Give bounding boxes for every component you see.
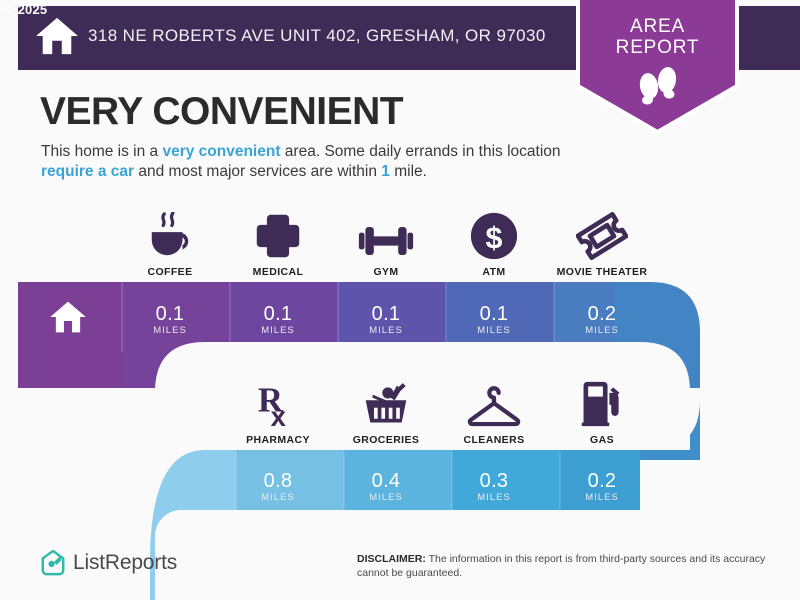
footprints-icon: [639, 67, 677, 105]
service-gas[interactable]: GAS: [548, 376, 656, 446]
band-cell-cleaners: [452, 450, 560, 515]
service-label: GROCERIES: [352, 434, 420, 446]
service-label: CLEANERS: [463, 434, 525, 446]
disclaimer-label: DISCLAIMER:: [357, 553, 426, 565]
medical-cross-icon: [224, 208, 332, 260]
disclaimer: DISCLAIMER: The information in this repo…: [357, 552, 787, 580]
service-label: PHARMACY: [246, 434, 310, 446]
dollar-circle-icon: $: [440, 208, 548, 260]
service-label: COFFEE: [147, 266, 193, 278]
footer-backdrop: [155, 510, 715, 600]
summary-part-5: 1: [381, 163, 390, 180]
service-label: ATM: [482, 266, 506, 278]
service-medical[interactable]: MEDICAL: [224, 208, 332, 278]
service-coffee[interactable]: COFFEE: [116, 208, 224, 278]
service-groceries[interactable]: GROCERIES: [332, 376, 440, 446]
service-label: GAS: [590, 434, 614, 446]
dumbbell-icon: [332, 208, 440, 260]
distance-band: [18, 282, 715, 600]
listreports-logo[interactable]: ListReports: [40, 549, 177, 577]
property-address: 318 NE ROBERTS AVE UNIT 402, GRESHAM, OR…: [88, 26, 546, 45]
gas-pump-icon: [548, 376, 656, 428]
service-label: MOVIE THEATER: [556, 266, 648, 278]
band-cell-pharmacy: [236, 450, 344, 515]
summary-part-3: require a car: [41, 163, 135, 180]
service-cleaners[interactable]: CLEANERS: [440, 376, 548, 446]
home-icon-band: [50, 301, 86, 333]
badge-shape: [576, 0, 739, 135]
summary-part-4: and most major services are within: [134, 163, 382, 180]
band-cell-gas: [560, 450, 640, 515]
icon-row-2-backdrop: [155, 342, 690, 450]
movie-ticket-icon: [548, 208, 656, 260]
band-cell-home: [18, 282, 122, 388]
svg-text:x: x: [271, 401, 287, 428]
logo-text: ListReports: [73, 551, 178, 574]
disclaimer-text: The information in this report is from t…: [357, 553, 766, 579]
page-title: VERY CONVENIENT: [40, 90, 404, 133]
coffee-cup-icon: [116, 208, 224, 260]
summary-part-2: area. Some daily errands in this locatio…: [280, 143, 561, 160]
summary-part-6: mile.: [389, 163, 427, 180]
svg-text:$: $: [486, 221, 503, 255]
service-label: MEDICAL: [252, 266, 304, 278]
service-atm[interactable]: $ ATM: [440, 208, 548, 278]
service-gym[interactable]: GYM: [332, 208, 440, 278]
home-icon: [36, 17, 78, 55]
copyright-label: © 2025: [4, 2, 48, 17]
summary-text: This home is in a very convenient area. …: [41, 142, 571, 182]
svg-text:R: R: [258, 380, 284, 419]
summary-part-0: This home is in a: [41, 143, 163, 160]
service-label: GYM: [373, 266, 399, 278]
service-movie-theater[interactable]: MOVIE THEATER: [548, 208, 656, 278]
band-cell-groceries: [344, 450, 452, 515]
hanger-icon: [440, 376, 548, 428]
grocery-basket-icon: [332, 376, 440, 428]
rx-icon: R x: [224, 376, 332, 428]
listreports-house-icon: [41, 549, 65, 576]
area-report-badge: AREA REPORT: [570, 0, 745, 138]
summary-part-1: very convenient: [162, 143, 281, 160]
service-pharmacy[interactable]: R x PHARMACY: [224, 376, 332, 446]
